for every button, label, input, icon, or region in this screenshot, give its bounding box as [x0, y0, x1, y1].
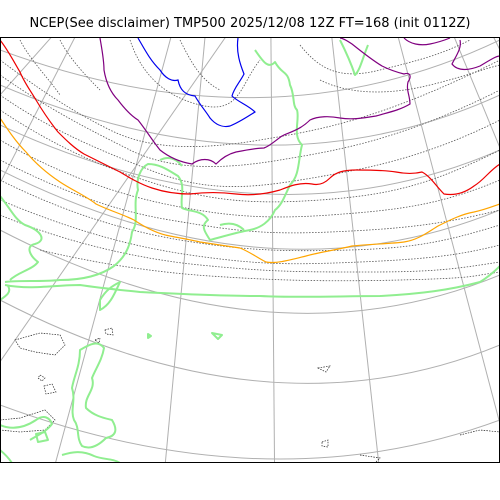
isotherm-blue [137, 37, 256, 128]
graticule-parallels [0, 39, 500, 460]
isotherm-orange [0, 117, 500, 264]
map-frame [0, 37, 500, 463]
isotherm-lines [0, 39, 500, 282]
isotherm-purple [99, 37, 411, 165]
isotherm-purple-2 [403, 37, 451, 46]
isotherm-red [0, 39, 500, 196]
isotherm-purple-3 [451, 39, 500, 71]
land-contours [0, 39, 500, 463]
coastlines [0, 327, 500, 463]
map-title: NCEP(See disclaimer) TMP500 2025/12/08 1… [29, 16, 471, 31]
